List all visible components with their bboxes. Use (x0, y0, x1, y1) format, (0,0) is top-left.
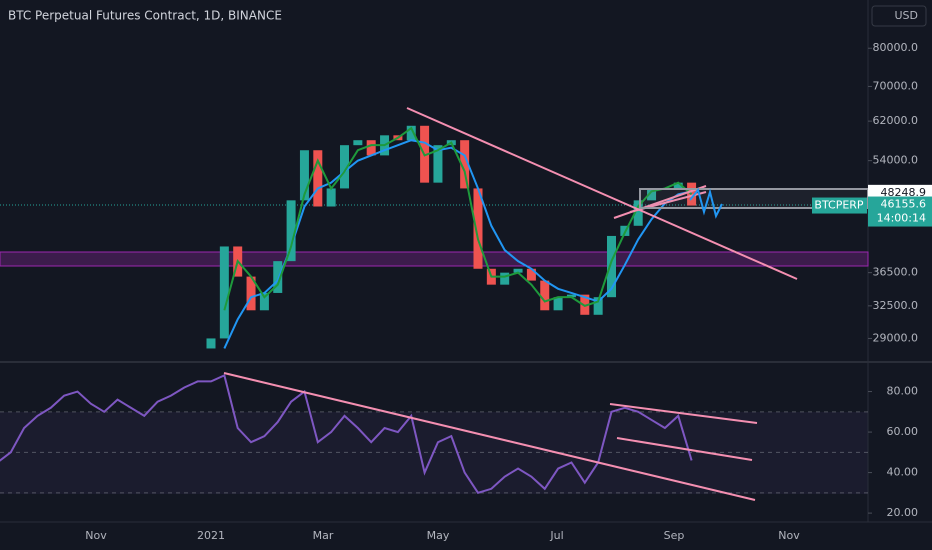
countdown: 14:00:14 (877, 212, 926, 225)
candle (340, 145, 349, 189)
y-tick-label: 54000.0 (873, 154, 919, 167)
candle (219, 246, 229, 339)
rsi-trend-line (223, 372, 756, 501)
ma-slow (223, 139, 692, 349)
last-price-tag (868, 196, 932, 227)
candle (286, 200, 296, 262)
candle (259, 292, 269, 311)
candle (553, 297, 563, 311)
projection (689, 187, 723, 219)
y-tick-label: 80.00 (887, 385, 919, 398)
y-tick-label: 70000.0 (873, 79, 919, 92)
candle (513, 268, 523, 273)
zone-box (0, 251, 869, 267)
candle (433, 145, 443, 183)
y-tick-label: 40.00 (887, 466, 919, 479)
time-label: May (427, 529, 450, 542)
y-tick-label: 32500.0 (873, 299, 919, 312)
candle (206, 338, 216, 349)
candle (540, 280, 550, 311)
time-label: 2021 (197, 529, 225, 542)
time-label: Mar (313, 529, 334, 542)
currency-button[interactable] (871, 5, 927, 27)
candle (299, 150, 309, 201)
time-label: Jul (549, 529, 563, 542)
rsi-trend-line (616, 437, 753, 461)
currency[interactable]: USD (894, 9, 918, 22)
y-tick-label: 29000.0 (873, 331, 919, 344)
y-tick-label: 60.00 (887, 425, 919, 438)
ma-fast (223, 126, 693, 311)
symbol-tag-label: BTCPERP (814, 199, 864, 212)
candle (246, 276, 256, 311)
candle (326, 188, 336, 207)
candle (647, 188, 657, 201)
trend-line (613, 185, 707, 219)
candle (566, 294, 576, 298)
y-tick-label: 62000.0 (873, 114, 919, 127)
candle (366, 140, 376, 156)
time-label: Nov (85, 529, 107, 542)
candle (273, 261, 283, 293)
last-price-label: 46155.6 (881, 198, 927, 211)
candle (353, 140, 363, 146)
candle (607, 235, 616, 298)
y-tick-label: 80000.0 (873, 41, 919, 54)
price-tag-label: 48248.9 (881, 186, 927, 199)
candle (460, 140, 470, 189)
rsi-line (0, 373, 693, 495)
y-tick-label: 20.00 (887, 506, 919, 519)
candle (313, 150, 323, 207)
time-label: Nov (778, 529, 800, 542)
rsi-trend-line (609, 403, 758, 424)
time-label: Sep (664, 529, 685, 542)
candle (526, 268, 536, 281)
candle (473, 188, 483, 269)
chart-title: BTC Perpetual Futures Contract, 1D, BINA… (8, 9, 282, 23)
candle (593, 297, 603, 315)
candle (500, 272, 510, 285)
symbol-tag (812, 197, 867, 214)
trend-line (406, 107, 798, 280)
candle (673, 182, 683, 190)
y-tick-label: 36500.0 (873, 266, 919, 279)
candle (633, 200, 643, 226)
candle (406, 125, 416, 141)
